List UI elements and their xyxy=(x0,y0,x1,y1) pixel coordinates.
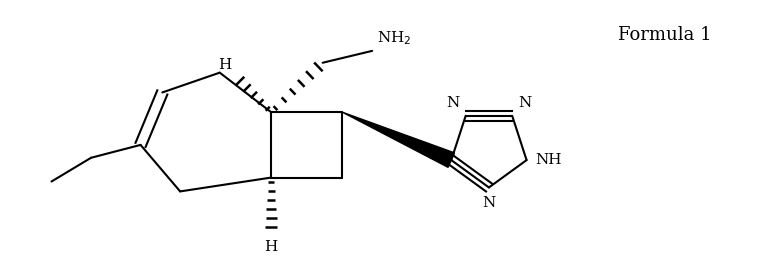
Text: NH: NH xyxy=(536,153,562,167)
Text: H: H xyxy=(218,58,232,72)
Text: NH$_2$: NH$_2$ xyxy=(377,29,411,47)
Polygon shape xyxy=(343,112,455,167)
Text: N: N xyxy=(446,96,459,110)
Text: H: H xyxy=(265,240,278,254)
Text: N: N xyxy=(518,96,531,110)
Text: N: N xyxy=(482,196,496,210)
Text: Formula 1: Formula 1 xyxy=(618,26,711,44)
